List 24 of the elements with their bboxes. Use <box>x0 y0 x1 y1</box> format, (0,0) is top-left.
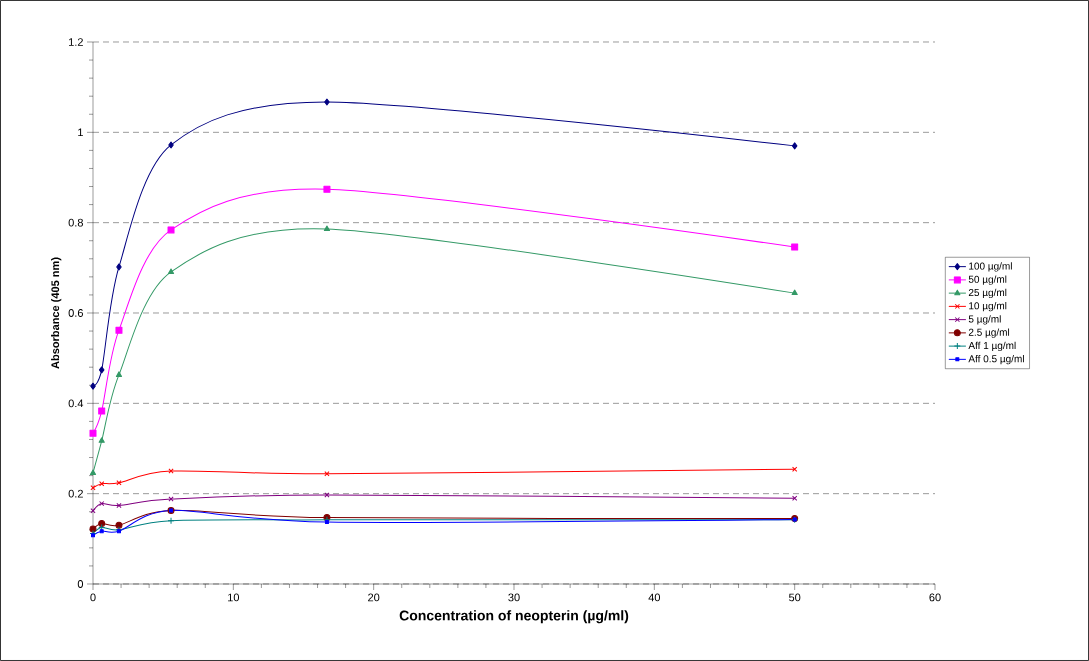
legend-label: 10 µg/ml <box>969 302 1007 312</box>
y-axis-title: Absorbance (405 nm) <box>51 257 62 369</box>
legend-label: Aff 1 µg/ml <box>968 341 1016 352</box>
x-tick-label: 10 <box>228 593 240 602</box>
legend-label: Aff 0.5 µg/ml <box>968 354 1024 365</box>
legend-label: 100 µg/ml <box>969 262 1012 272</box>
legend-label: 2.5 µg/ml <box>968 328 1010 338</box>
x-tick-label: 30 <box>508 593 520 602</box>
x-tick-label: 50 <box>788 593 801 602</box>
y-tick-label: 0.4 <box>68 399 84 408</box>
legend-label: 5 µg/ml <box>968 315 1001 325</box>
legend-label: 50 µg/ml <box>968 275 1007 285</box>
x-tick-label: 60 <box>929 593 941 602</box>
y-tick-label: 1 <box>78 128 83 137</box>
y-tick-label: 1.2 <box>69 38 83 46</box>
legend-label: 25 µg/ml <box>968 288 1007 299</box>
y-tick-label: 0.2 <box>68 489 83 498</box>
x-tick-label: 0 <box>90 593 96 602</box>
x-tick-label: 40 <box>648 593 661 602</box>
y-tick-label: 0.6 <box>68 309 83 317</box>
x-tick-label: 20 <box>368 593 380 602</box>
y-tick-label: 0.8 <box>68 218 83 227</box>
y-tick-label: 0 <box>77 580 84 588</box>
x-axis-title: Concentration of neopterin (µg/ml) <box>399 610 629 624</box>
